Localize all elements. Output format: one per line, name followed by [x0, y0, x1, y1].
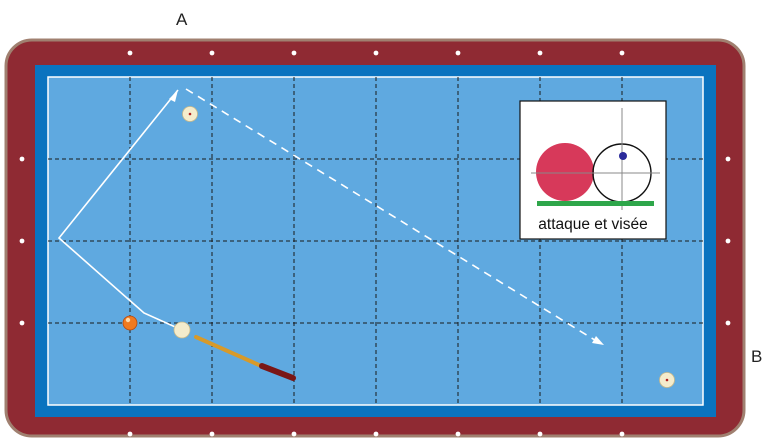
- diamond-dot: [373, 431, 379, 437]
- diamond-dot: [725, 320, 731, 326]
- diamond-dot: [725, 238, 731, 244]
- cue-ball: [173, 321, 191, 339]
- aim-legend: attaque et visée: [519, 100, 667, 240]
- diamond-dot: [19, 238, 25, 244]
- diamond-dot: [619, 50, 625, 56]
- table-grid: [48, 77, 703, 405]
- diamond-dot: [209, 50, 215, 56]
- path-arrowhead: [169, 90, 178, 102]
- legend-caption: attaque et visée: [538, 216, 647, 233]
- diamond-dot: [209, 431, 215, 437]
- diamond-dot: [455, 50, 461, 56]
- contact-bar: [537, 201, 654, 206]
- diamond-dot: [373, 50, 379, 56]
- diamond-dot: [291, 431, 297, 437]
- cue-ball-path: [57, 89, 183, 331]
- dashed-path-arrowhead: [592, 336, 604, 345]
- object-ball-icon: [536, 143, 594, 201]
- target-ball-a: [182, 106, 198, 122]
- diamond-dot: [537, 431, 543, 437]
- diamond-dot: [291, 50, 297, 56]
- label-b: B: [751, 347, 763, 366]
- label-a: A: [176, 10, 188, 29]
- diamond-dot: [537, 50, 543, 56]
- diamond-dot: [725, 156, 731, 162]
- cue-stick-icon: [194, 335, 296, 381]
- dashed-path: [185, 88, 599, 343]
- diamond-dot: [127, 50, 133, 56]
- diamond-dot: [19, 156, 25, 162]
- diamond-dot: [19, 320, 25, 326]
- diamond-dot: [127, 431, 133, 437]
- diamond-dot: [455, 431, 461, 437]
- rail-diamonds: [19, 50, 731, 437]
- red-ball: [122, 315, 138, 331]
- target-ball-b: [659, 372, 675, 388]
- aim-dot-icon: [619, 152, 627, 160]
- diamond-dot: [619, 431, 625, 437]
